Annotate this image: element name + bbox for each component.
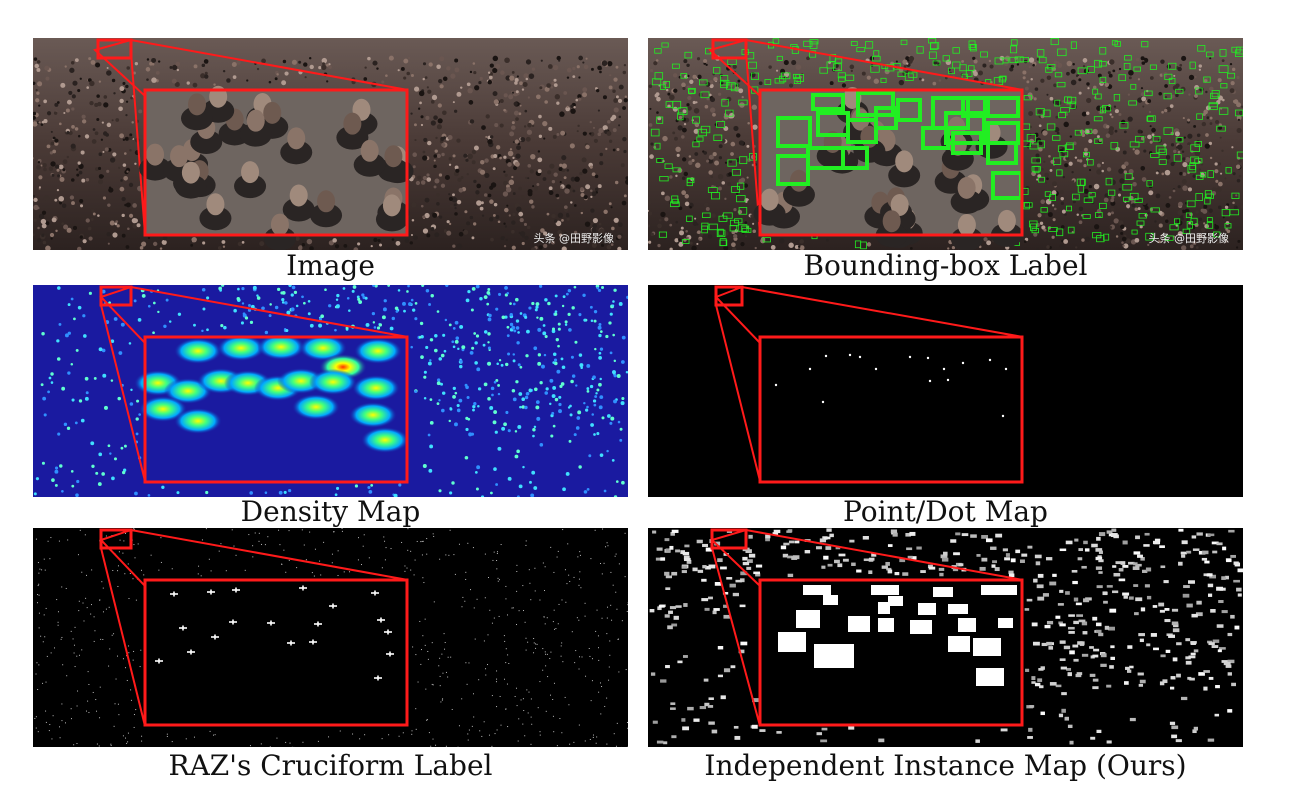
panel-image: 头条 @田野影像 xyxy=(33,38,628,250)
zoom-inset xyxy=(758,578,1024,727)
panel-bbox: 头条 @田野影像 xyxy=(648,38,1243,250)
zoom-source-box xyxy=(99,528,133,550)
zoom-source-box xyxy=(96,38,133,60)
instance-map xyxy=(648,528,1243,747)
bbox-photo xyxy=(648,38,1243,250)
panel-density xyxy=(33,285,628,497)
watermark: 头条 @田野影像 xyxy=(533,232,615,245)
crowd-photo xyxy=(33,38,628,250)
zoom-source-box xyxy=(711,38,748,60)
zoom-inset xyxy=(753,86,1024,250)
caption-bbox: Bounding-box Label xyxy=(803,249,1088,282)
caption-instance: Independent Instance Map (Ours) xyxy=(704,749,1187,782)
zoom-inset xyxy=(143,578,409,727)
zoom-inset xyxy=(139,85,414,250)
crowd-texture xyxy=(33,55,628,250)
zoom-source-box xyxy=(99,285,133,307)
zoom-inset xyxy=(758,335,1024,484)
caption-image: Image xyxy=(286,249,375,282)
zoom-source-box xyxy=(714,285,744,307)
caption-density: Density Map xyxy=(240,495,421,528)
panel-point xyxy=(648,285,1243,497)
caption-point: Point/Dot Map xyxy=(843,495,1048,528)
zoom-source-box xyxy=(710,528,748,550)
point-map xyxy=(648,285,1243,497)
panel-instance xyxy=(648,528,1243,747)
cruciform-map xyxy=(33,528,628,747)
panel-cruciform xyxy=(33,528,628,747)
zoom-inset xyxy=(134,334,409,484)
watermark: 头条 @田野影像 xyxy=(1148,232,1230,245)
density-map xyxy=(33,285,628,497)
caption-cruciform: RAZ's Cruciform Label xyxy=(168,749,493,782)
